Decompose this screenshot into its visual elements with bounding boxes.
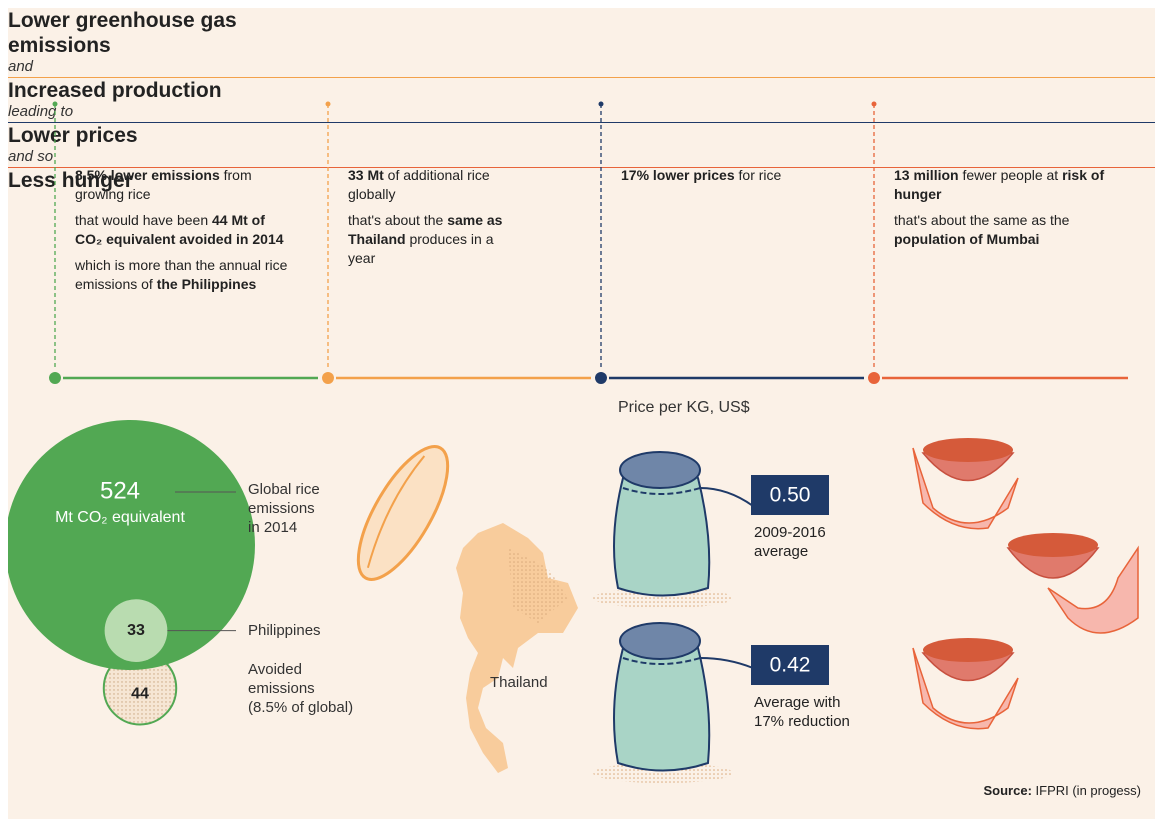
paragraph: 17% lower prices for rice [621,166,836,185]
top-dot [871,101,877,107]
paragraph: which is more than the annual rice emiss… [75,256,290,294]
rice-sack [593,622,754,783]
label-line: in 2014 [248,519,298,536]
text: IFPRI (in progess) [1031,783,1141,798]
paragraph: that would have been 44 Mt of CO₂ equiva… [75,211,290,249]
strong-text: 17% lower prices [621,167,735,183]
bowl-hands [1006,533,1139,634]
strong-text: same as Thailand [348,212,503,247]
circle-value: 33 [127,622,145,639]
caption-line: Average with [754,694,841,711]
price-box [751,475,829,515]
text: that would have been [75,212,212,228]
paragraph: 33 Mt of additional rice globally [348,166,508,204]
label-line: Avoided [248,661,302,679]
column-text: 33 Mt of additional rice globally that's … [348,166,508,275]
price-caption: 2009-2016 average [754,523,826,561]
label-line: Philippines [248,621,321,639]
column-text: 8.5% lower emissions from growing rice th… [75,166,290,301]
price-value: 0.42 [770,654,811,677]
strong-text: 8.5% lower emissions [75,167,220,183]
heading: Increased production [8,79,222,102]
timeline-dot [49,372,61,384]
strong-text: 44 Mt of CO₂ equivalent avoided in 2014 [75,212,284,247]
text: that's about the same as the [894,212,1070,228]
timeline-dot [322,372,334,384]
price-title: Price per KG, US$ [618,399,750,416]
source: Source: IFPRI (in progess) [984,783,1142,798]
text: from growing rice [75,167,252,202]
timeline-dot [595,372,607,384]
label-line: emissions [248,680,315,698]
caption-line: 2009-2016 [754,524,826,541]
price-value: 0.50 [770,484,811,507]
text: for rice [734,167,782,183]
map-label: Thailand [490,674,548,691]
circle-value: 524 [100,477,140,504]
circle-label: Philippines [248,621,321,640]
paragraph: 13 million fewer people at risk of hunge… [894,166,1119,204]
rice-sack [593,451,754,608]
strong-text: 33 Mt [348,167,384,183]
circle-label: Avoided emissions (8.5% of global) [248,660,353,717]
connector: and [8,58,1155,78]
text: produces in a year [348,231,494,266]
label-line: emissions [248,500,315,517]
heading: Less hunger [8,169,133,192]
strong-text: Source: [983,783,1032,798]
text: fewer people at [958,167,1063,183]
infographic: 524 Mt CO₂ equivalent 33 44 0.50 0.42 Lower g… [8,8,1155,819]
connector: and so [8,148,1155,168]
paragraph: that's about the same as Thailand produc… [348,211,508,268]
heading: Lower prices [8,124,138,147]
bowl-hands [912,438,1019,530]
top-dot [52,101,58,107]
rice-grain [356,445,450,581]
label-line: Global rice [248,481,320,498]
price-box [751,645,829,685]
strong-text: risk of hunger [894,167,1105,202]
philippines-circle [104,599,168,663]
paragraph: that's about the same as the population … [894,211,1119,249]
caption-line: 17% reduction [754,713,850,730]
text: which is more than the annual rice emiss… [75,257,288,292]
circle-label: Global rice emissions in 2014 [248,480,320,537]
global-circle [8,420,255,670]
circle-unit: Mt CO₂ equivalent [55,509,185,526]
bowl-hands [912,638,1019,730]
paragraph: 8.5% lower emissions from growing rice [75,166,290,204]
label-line: (8.5% of global) [248,699,354,717]
circle-value: 44 [131,685,149,702]
illustration-layer: 524 Mt CO₂ equivalent 33 44 0.50 0.42 [8,101,1139,783]
top-dot [325,101,331,107]
strong-text: 13 million [894,167,959,183]
heading: Lower greenhouse gas emissions [8,9,237,57]
top-dot [598,101,604,107]
strong-text: population of Mumbai [894,231,1040,247]
column-text: 17% lower prices for rice [621,166,836,192]
text: of additional rice globally [348,167,490,202]
timeline-dot [868,372,880,384]
strong-text: the Philippines [156,276,257,292]
connector: leading to [8,103,1155,123]
text: that's about the [348,212,448,228]
column-text: 13 million fewer people at risk of hunge… [894,166,1119,256]
caption-line: average [754,543,809,560]
price-caption: Average with 17% reduction [754,693,850,731]
map-texture [508,548,568,623]
